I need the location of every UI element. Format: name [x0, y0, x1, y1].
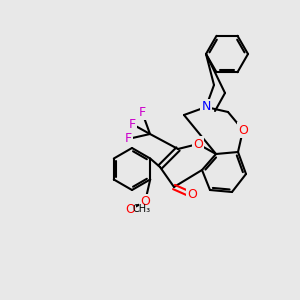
Text: CH₃: CH₃: [132, 205, 150, 214]
Text: O: O: [238, 124, 248, 136]
Text: F: F: [128, 118, 136, 130]
Text: N: N: [201, 100, 211, 113]
Text: O: O: [140, 195, 150, 208]
Text: O: O: [187, 188, 197, 202]
Text: F: F: [138, 106, 146, 118]
Text: F: F: [124, 133, 132, 146]
Text: O: O: [125, 203, 135, 216]
Text: O: O: [193, 137, 203, 151]
